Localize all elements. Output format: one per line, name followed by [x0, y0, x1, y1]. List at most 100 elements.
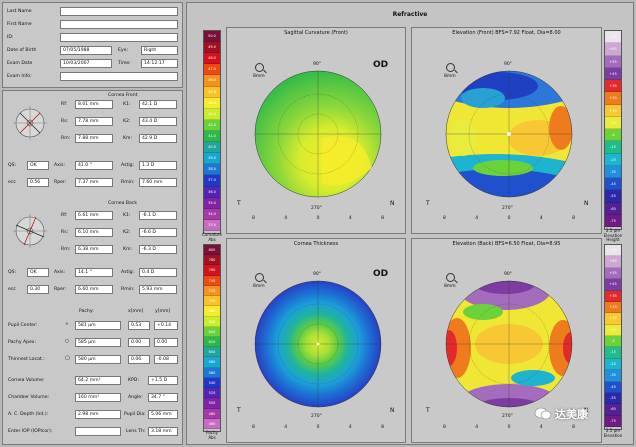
elevation-back-height-button[interactable]: 2.5 μm Elevation — [600, 428, 626, 438]
back-k2-value[interactable]: -6.6 D — [139, 228, 177, 237]
back-k1-label: K1: — [123, 213, 131, 218]
elev1-btn-line1: 2.5 μm — [605, 228, 621, 233]
curvature-scale: 50.0 49.0 48.0 47.0 46.0 45.0 44.0 43.0 42.0 41.0… — [203, 30, 221, 234]
pupil-center-x[interactable]: 0.53 — [128, 321, 150, 330]
front-astig-value[interactable]: 1.3 D — [139, 161, 177, 170]
cornea-thickness-map[interactable] — [252, 278, 384, 410]
elev-back-scale-step-5: +25 — [605, 301, 621, 314]
first-name-field[interactable] — [60, 20, 178, 29]
back-axis-value[interactable]: 14.1 ° — [75, 268, 113, 277]
sagittal-map-panel[interactable]: Sagittal Curvature (Front) OD 8mm 90° 27… — [226, 27, 406, 234]
front-rmin-value[interactable]: 7.60 mm — [139, 178, 177, 187]
od-label: OD — [373, 60, 389, 70]
pachy-scale-step-8: 640 — [204, 326, 220, 337]
tick-2: 0 — [316, 216, 320, 221]
chamber-volume-value[interactable]: 160 mm³ — [75, 393, 121, 402]
id-label: ID: — [7, 35, 14, 40]
deg-bottom-label: 270° — [502, 414, 513, 419]
front-qs-value[interactable]: OK — [27, 161, 49, 170]
temporal-label: T — [426, 200, 430, 207]
pachy-scale-step-3: 740 — [204, 275, 220, 286]
back-rm-value[interactable]: 6.38 mm — [75, 245, 113, 254]
tick-4: 8 — [381, 425, 384, 430]
kpd-value[interactable]: +1.5 D — [148, 376, 178, 385]
back-rf-label: Rf: — [61, 213, 68, 218]
chat-bubble-icon — [534, 407, 552, 420]
back-astig-value[interactable]: 0.4 D — [139, 268, 177, 277]
front-axis-value[interactable]: 41.0 ° — [75, 161, 113, 170]
front-rs-value[interactable]: 7.78 mm — [75, 117, 113, 126]
pachy-apex-x[interactable]: 0.00 — [128, 338, 150, 347]
zoom-icon[interactable] — [255, 63, 264, 72]
nasal-label: N — [390, 407, 395, 414]
front-k1-value[interactable]: 42.1 D — [139, 100, 177, 109]
deg-bottom-label: 270° — [502, 206, 513, 211]
front-rper-value[interactable]: 7.37 mm — [75, 178, 113, 187]
front-rm-value[interactable]: 7.88 mm — [75, 134, 113, 143]
zoom-icon[interactable] — [446, 63, 455, 72]
back-qs-value[interactable]: OK — [27, 268, 49, 277]
thickness-map-panel[interactable]: Cornea Thickness OD 8mm 90° 270° T N 8 4… — [226, 238, 406, 443]
time-field[interactable]: 14:12:17 — [141, 59, 178, 68]
pachy-apex-pachy[interactable]: 585 μm — [75, 338, 121, 347]
elevation-back-map[interactable] — [443, 278, 575, 410]
elevation-front-height-button[interactable]: 2.5 μm Elevation Height — [600, 228, 626, 243]
tick-2: 0 — [507, 425, 511, 430]
cornea-volume-value[interactable]: 64.2 mm³ — [75, 376, 121, 385]
front-k2-value[interactable]: 43.4 D — [139, 117, 177, 126]
elevation-front-map-panel[interactable]: Elevation (Front) BFS=7.92 Float, Dia=8.… — [411, 27, 602, 234]
curvature-abs-button[interactable]: Curvature Abs — [200, 232, 224, 242]
tick-4: 8 — [572, 216, 575, 221]
pupil-center-y[interactable]: +0.14 — [154, 321, 178, 330]
elevation-back-map-panel[interactable]: Elevation (Back) BFS=6.50 Float, Dia=8.9… — [411, 238, 602, 443]
pupil-dia-value[interactable]: 5.06 mm — [148, 410, 178, 419]
thinnest-x[interactable]: 0.06 — [128, 355, 150, 364]
pupil-center-pachy[interactable]: 581 μm — [75, 321, 121, 330]
exam-info-field[interactable] — [60, 72, 178, 81]
back-rs-value[interactable]: 6.10 mm — [75, 228, 113, 237]
tick-3: 4 — [539, 425, 543, 430]
lens-th-value[interactable]: 3.18 mm — [148, 427, 178, 436]
pachy-abs-button[interactable]: Pachy Abs — [200, 430, 224, 440]
curvature-scale-step-14: 36.0 — [204, 186, 220, 198]
angle-value[interactable]: 34.7 ° — [148, 393, 178, 402]
zoom-label: 8mm — [444, 284, 456, 289]
dob-field[interactable]: 07/05/1988 — [60, 46, 112, 55]
tick-2: 0 — [316, 425, 320, 430]
deg-top-label: 90° — [504, 272, 512, 277]
exam-date-field[interactable]: 10/03/2007 — [60, 59, 112, 68]
exam-date-label: Exam Date — [7, 61, 33, 66]
id-field[interactable] — [60, 33, 178, 42]
zoom-icon[interactable] — [255, 273, 264, 282]
sagittal-curvature-map[interactable] — [252, 68, 384, 200]
back-rper-value[interactable]: 6.60 mm — [75, 285, 113, 294]
back-km-label: Km: — [123, 247, 133, 252]
last-name-field[interactable] — [60, 7, 178, 16]
ac-depth-value[interactable]: 2.98 mm — [75, 410, 121, 419]
back-rmin-value[interactable]: 5.93 mm — [139, 285, 177, 294]
tick-3: 4 — [348, 425, 352, 430]
elev-back-x-ticks: 8 4 0 4 8 — [443, 425, 575, 430]
sagittal-x-ticks: 8 4 0 4 8 — [252, 216, 384, 221]
back-ecc-value[interactable]: 0.30 — [27, 285, 49, 294]
pachy-apex-y[interactable]: 0.00 — [154, 338, 178, 347]
eye-field[interactable]: Right — [141, 46, 178, 55]
back-k1-value[interactable]: -6.1 D — [139, 211, 177, 220]
thinnest-pachy[interactable]: 580 μm — [75, 355, 121, 364]
front-km-value[interactable]: 42.9 D — [139, 134, 177, 143]
elev-front-scale-step-10: -25 — [605, 153, 621, 166]
back-rf-value[interactable]: 6.61 mm — [75, 211, 113, 220]
zoom-icon[interactable] — [446, 273, 455, 282]
back-axis-label: Axis: — [54, 270, 66, 275]
front-ecc-value[interactable]: 0.56 — [27, 178, 49, 187]
cornea-back-axis-diagram — [13, 214, 47, 248]
back-km-value[interactable]: -6.3 D — [139, 245, 177, 254]
elevation-front-map[interactable] — [443, 68, 575, 200]
angle-label: Angle: — [128, 395, 143, 400]
thinnest-y[interactable]: -0.08 — [154, 355, 178, 364]
nasal-label: N — [390, 200, 395, 207]
front-rf-value[interactable]: 8.01 mm — [75, 100, 113, 109]
iop-field[interactable] — [75, 427, 121, 436]
elev-front-scale-step-13: -55 — [605, 190, 621, 203]
pachy-scale-step-2: 760 — [204, 265, 220, 276]
